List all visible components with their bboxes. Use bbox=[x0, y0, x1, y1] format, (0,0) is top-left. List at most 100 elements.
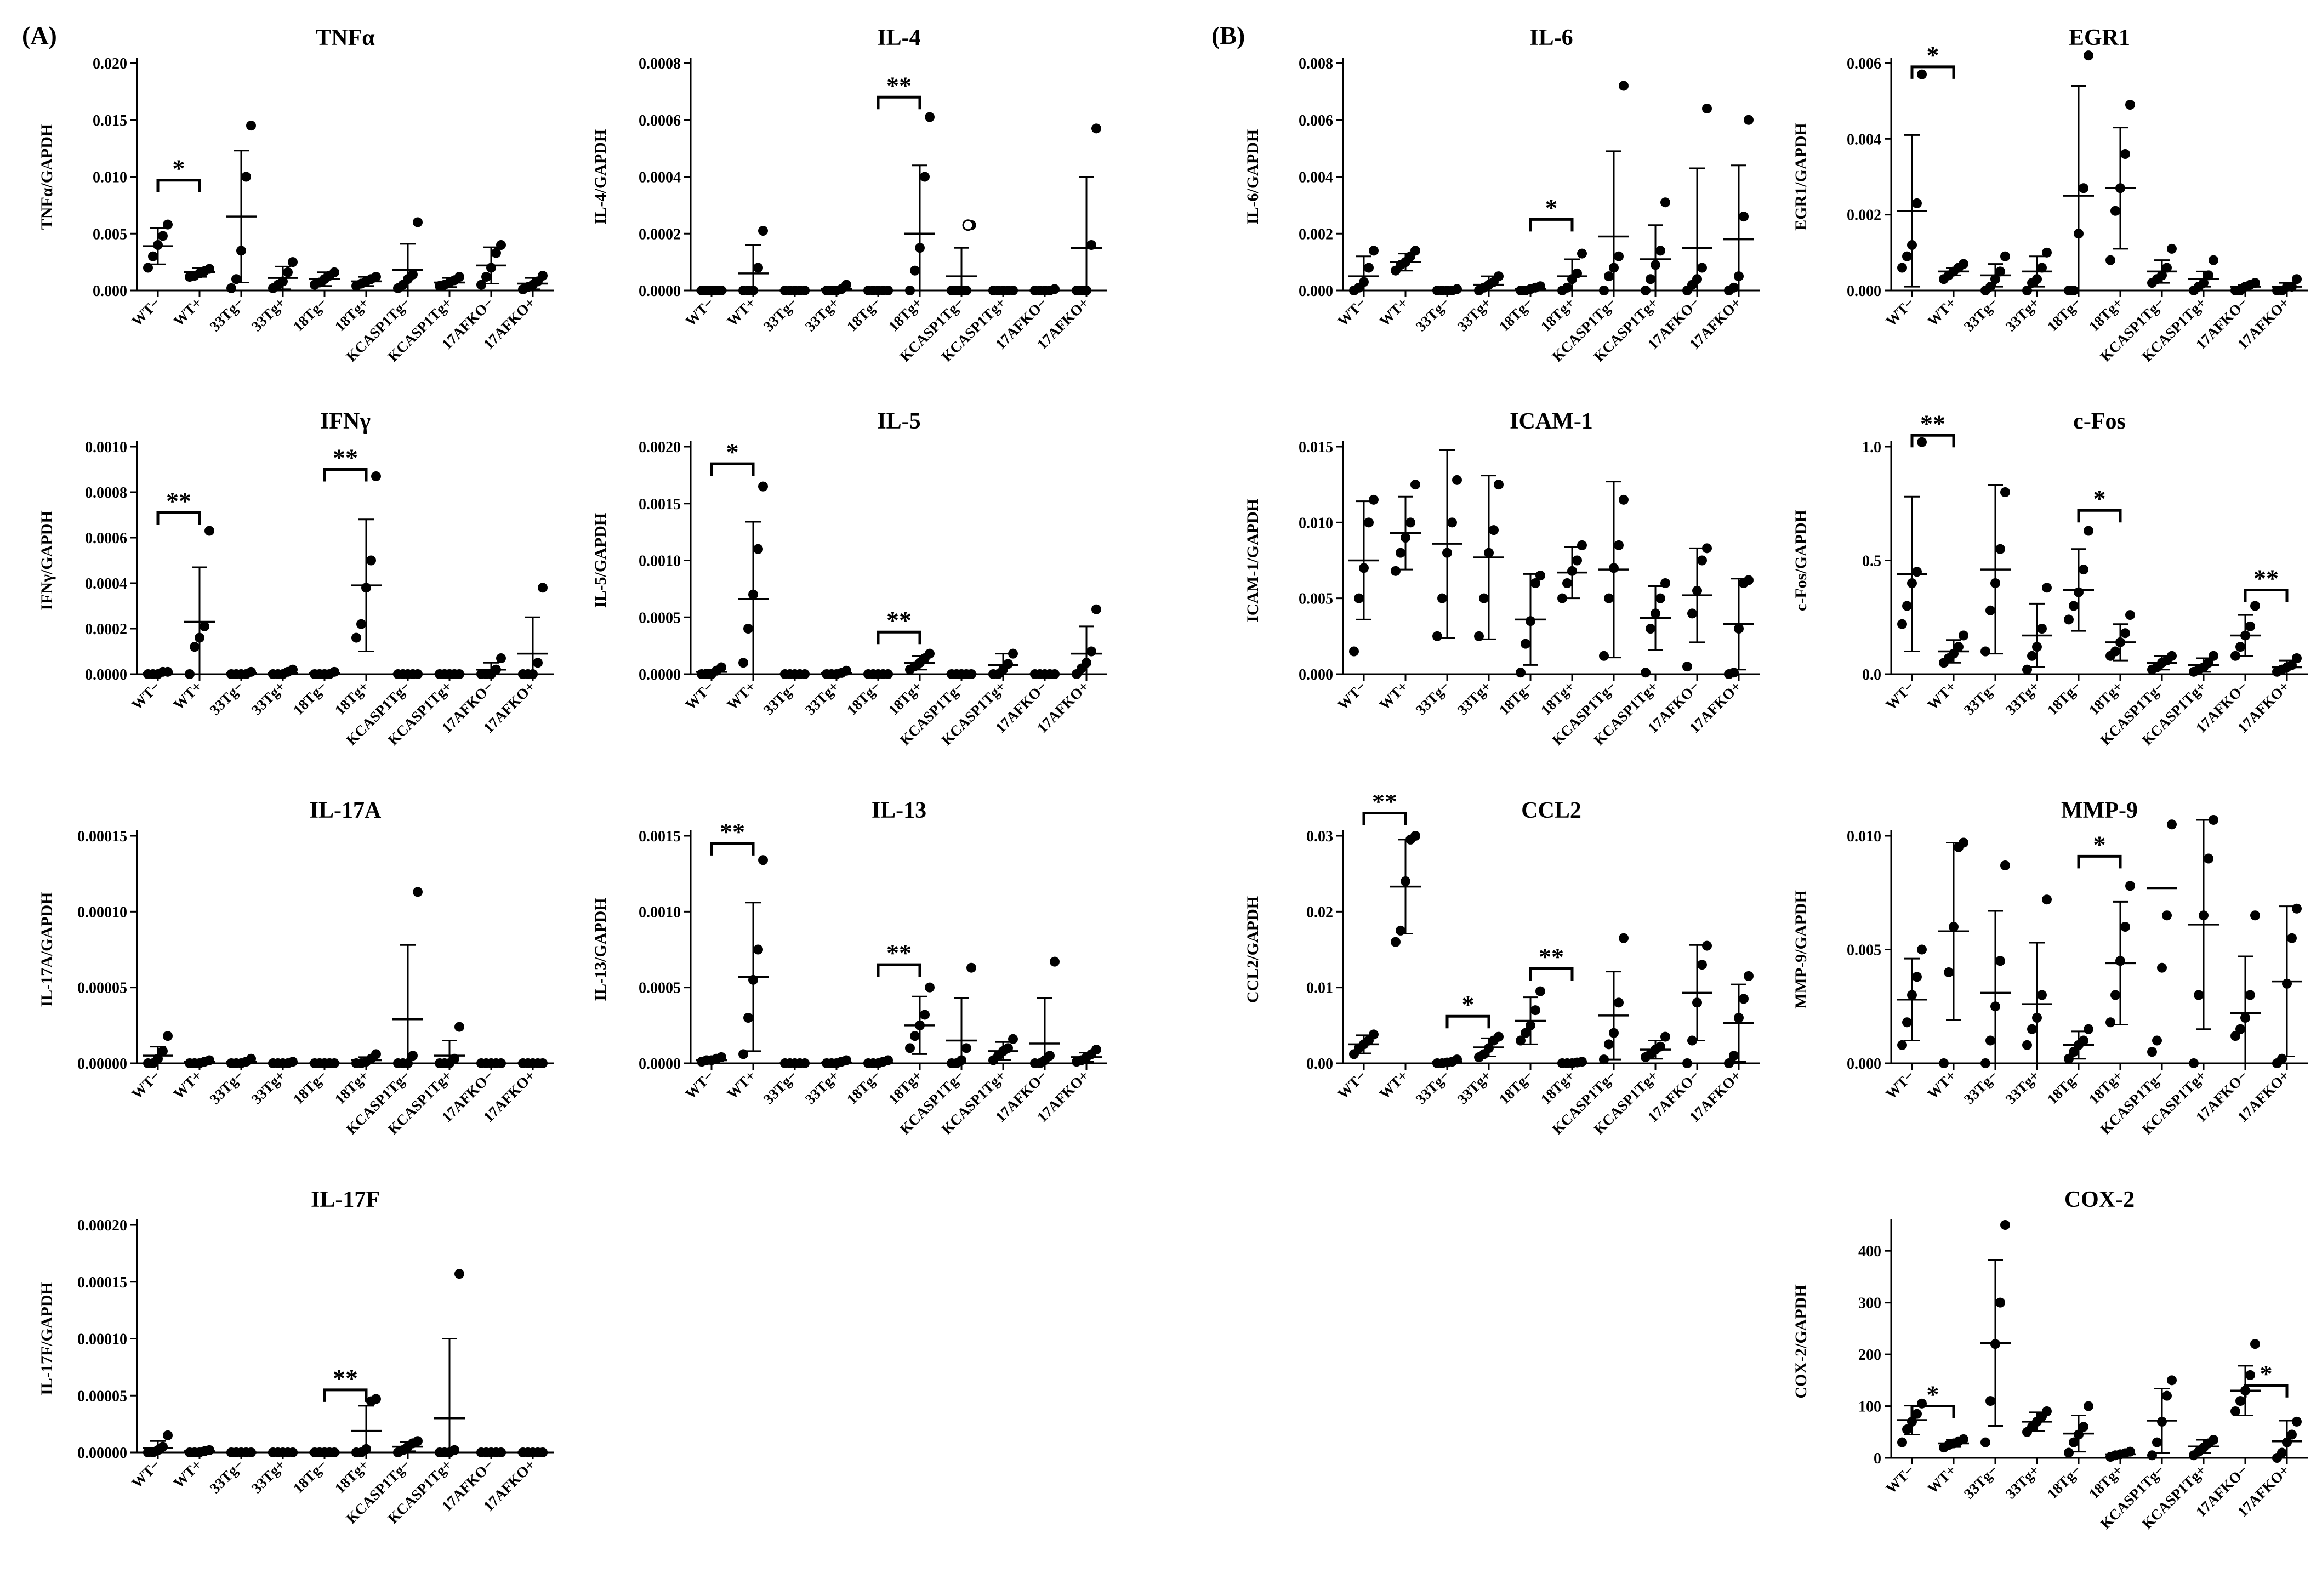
data-point bbox=[454, 1022, 464, 1032]
y-tick-label: 0.00010 bbox=[77, 1331, 127, 1348]
y-tick-label: 0.0002 bbox=[639, 226, 681, 243]
x-tick-label: WT+ bbox=[724, 1067, 759, 1102]
data-point bbox=[226, 283, 236, 293]
y-axis-label: IFNγ/GAPDH bbox=[38, 510, 56, 610]
y-tick-label: 0.0000 bbox=[85, 666, 127, 683]
x-tick-label: 33Tg− bbox=[1413, 294, 1453, 334]
significance-label: ** bbox=[886, 939, 912, 967]
data-point bbox=[743, 624, 753, 634]
x-tick-label: 33Tg+ bbox=[802, 678, 842, 718]
data-point bbox=[2084, 1024, 2093, 1034]
data-point bbox=[2027, 1024, 2037, 1034]
chart-title: c-Fos bbox=[2073, 409, 2126, 434]
data-point bbox=[538, 583, 548, 593]
significance-label: ** bbox=[333, 1364, 358, 1392]
significance-bracket bbox=[877, 630, 921, 645]
x-tick-label: WT− bbox=[682, 678, 717, 713]
data-point bbox=[454, 272, 464, 282]
y-axis-label: IL-17A/GAPDH bbox=[38, 892, 56, 1007]
chart-title: CCL2 bbox=[1521, 798, 1581, 823]
data-point bbox=[1702, 104, 1712, 113]
y-tick-label: 0.0010 bbox=[639, 553, 681, 570]
data-point bbox=[2292, 903, 2302, 914]
significance-bracket bbox=[2244, 588, 2289, 602]
x-tick-label: WT− bbox=[128, 678, 163, 713]
data-point bbox=[163, 219, 173, 230]
x-tick-label: 33Tg− bbox=[207, 294, 247, 334]
data-point bbox=[1489, 525, 1499, 535]
data-point bbox=[1494, 1031, 1504, 1042]
data-point bbox=[1369, 494, 1379, 505]
data-point bbox=[2064, 1053, 2074, 1064]
data-point bbox=[1516, 668, 1526, 678]
data-point bbox=[1682, 1058, 1692, 1068]
x-tick-label: WT− bbox=[128, 1067, 163, 1102]
y-axis-label: ICAM-1/GAPDH bbox=[1244, 499, 1262, 622]
x-tick-label: 18Tg+ bbox=[2086, 294, 2126, 334]
data-point bbox=[716, 662, 726, 672]
data-point bbox=[533, 658, 543, 668]
y-axis-label: MMP-9/GAPDH bbox=[1792, 890, 1810, 1009]
data-point bbox=[2147, 1450, 2157, 1461]
significance-label: ** bbox=[1539, 943, 1564, 971]
tnfa-plot: TNFα TNFα/GAPDH 0.000 0.005 0.010 0.015 0.020 W… bbox=[38, 25, 554, 365]
data-point bbox=[1744, 971, 1754, 981]
data-point bbox=[2084, 526, 2093, 536]
y-axis-label: IL-13/GAPDH bbox=[591, 898, 610, 1001]
data-point bbox=[2125, 881, 2135, 891]
data-point bbox=[1902, 601, 1912, 611]
y-tick-label: 0.0008 bbox=[85, 485, 127, 501]
data-point bbox=[2079, 183, 2088, 193]
data-point bbox=[2000, 1220, 2010, 1230]
data-point bbox=[1959, 630, 1968, 641]
y-tick-label: 0.03 bbox=[1306, 828, 1333, 845]
x-tick-label: WT− bbox=[1882, 294, 1917, 329]
x-tick-label: 33Tg+ bbox=[2002, 1067, 2042, 1107]
data-point bbox=[1912, 567, 1922, 577]
significance-label: * bbox=[726, 438, 739, 466]
y-tick-label: 0.005 bbox=[1847, 942, 1881, 959]
data-point bbox=[2235, 642, 2245, 652]
y-axis-label: TNFα/GAPDH bbox=[38, 124, 56, 230]
data-point bbox=[1369, 1029, 1379, 1040]
y-tick-label: 0.00010 bbox=[77, 904, 127, 921]
y-axis-label: c-Fos/GAPDH bbox=[1792, 510, 1810, 611]
data-point bbox=[1897, 263, 1907, 273]
data-point bbox=[1479, 593, 1489, 603]
data-point bbox=[1641, 668, 1651, 678]
data-point bbox=[1521, 1028, 1530, 1038]
data-point bbox=[2037, 624, 2047, 634]
data-point bbox=[185, 669, 195, 679]
data-point bbox=[288, 257, 298, 267]
data-point bbox=[1003, 659, 1013, 669]
x-tick-label: 18Tg+ bbox=[2086, 678, 2126, 718]
y-axis-label: EGR1/GAPDH bbox=[1792, 123, 1810, 231]
data-point bbox=[1897, 619, 1907, 629]
data-point bbox=[1744, 115, 1754, 125]
x-tick-label: WT+ bbox=[170, 678, 205, 713]
x-tick-label: 33Tg+ bbox=[802, 294, 842, 334]
y-tick-label: 0.0005 bbox=[639, 980, 681, 997]
significance-bracket bbox=[710, 842, 755, 856]
x-tick-label: WT+ bbox=[1376, 678, 1411, 713]
y-tick-label: 0.0002 bbox=[85, 621, 127, 638]
y-tick-label: 0.00015 bbox=[77, 1274, 127, 1291]
x-tick-label: 18Tg− bbox=[2044, 678, 2084, 718]
data-point bbox=[1614, 998, 1624, 1008]
significance-bracket bbox=[1529, 967, 1574, 981]
data-point bbox=[2084, 50, 2093, 61]
data-point bbox=[2250, 601, 2260, 611]
y-tick-label: 0.002 bbox=[1299, 226, 1333, 243]
y-tick-label: 0.006 bbox=[1847, 55, 1881, 72]
data-point bbox=[2147, 1047, 2157, 1057]
y-tick-label: 0.0010 bbox=[85, 439, 127, 456]
y-tick-label: 0.01 bbox=[1306, 980, 1333, 997]
data-point bbox=[1447, 517, 1457, 528]
data-point bbox=[1562, 578, 1572, 588]
data-point bbox=[2189, 1058, 2199, 1068]
data-point bbox=[538, 271, 548, 281]
data-point bbox=[1980, 1058, 1990, 1068]
data-point bbox=[1897, 1437, 1907, 1447]
data-point bbox=[1349, 646, 1359, 657]
